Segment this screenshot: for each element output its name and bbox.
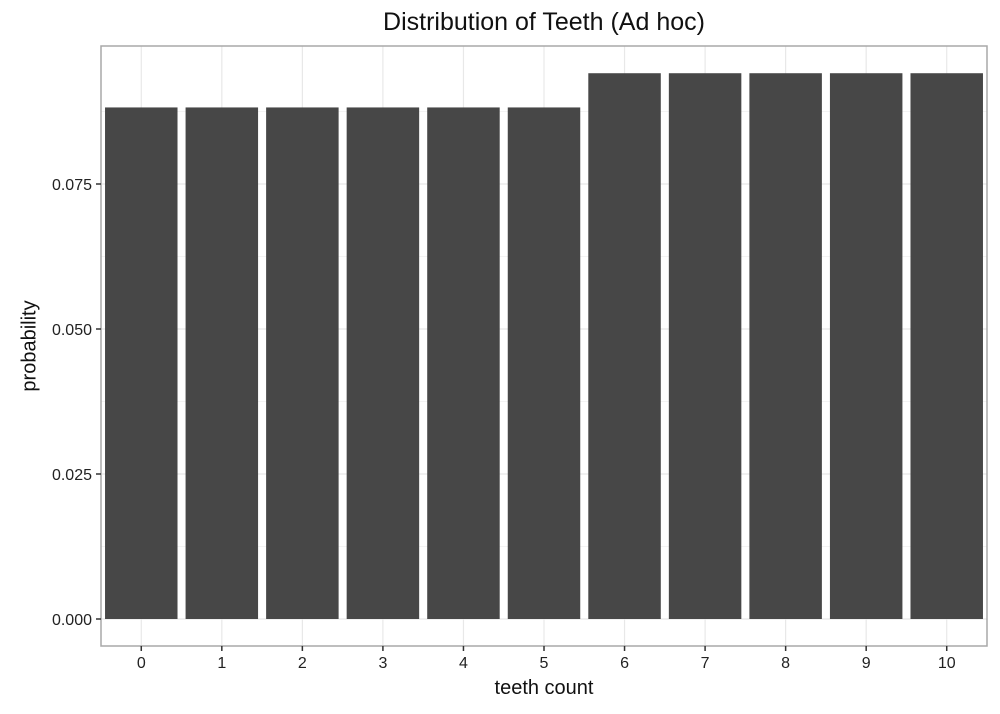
x-tick-label: 3 xyxy=(378,655,387,672)
bar-7 xyxy=(668,73,742,620)
x-tick-label: 0 xyxy=(137,655,146,672)
y-tick-label: 0.000 xyxy=(52,612,92,629)
bar-2 xyxy=(266,107,339,619)
bar-0 xyxy=(105,107,178,619)
bar-10 xyxy=(910,73,983,620)
bar-5 xyxy=(507,107,581,619)
x-tick-label: 7 xyxy=(701,655,710,672)
x-tick-label: 5 xyxy=(540,655,549,672)
x-tick-label: 10 xyxy=(938,655,956,672)
x-tick-label: 1 xyxy=(217,655,226,672)
y-tick-label: 0.075 xyxy=(52,177,92,194)
x-tick-label: 8 xyxy=(781,655,790,672)
y-tick-label: 0.025 xyxy=(52,467,92,484)
x-tick-label: 6 xyxy=(620,655,629,672)
chart-title: Distribution of Teeth (Ad hoc) xyxy=(383,8,705,36)
x-tick-label: 4 xyxy=(459,655,468,672)
y-tick-label: 0.050 xyxy=(52,322,92,339)
x-tick-label: 2 xyxy=(298,655,307,672)
bar-9 xyxy=(829,73,903,620)
bar-4 xyxy=(427,107,500,619)
bar-1 xyxy=(185,107,259,619)
bar-8 xyxy=(749,73,822,620)
bar-6 xyxy=(588,73,661,620)
x-tick-label: 9 xyxy=(862,655,871,672)
bar-3 xyxy=(346,107,420,619)
x-axis-label: teeth count xyxy=(494,677,594,699)
